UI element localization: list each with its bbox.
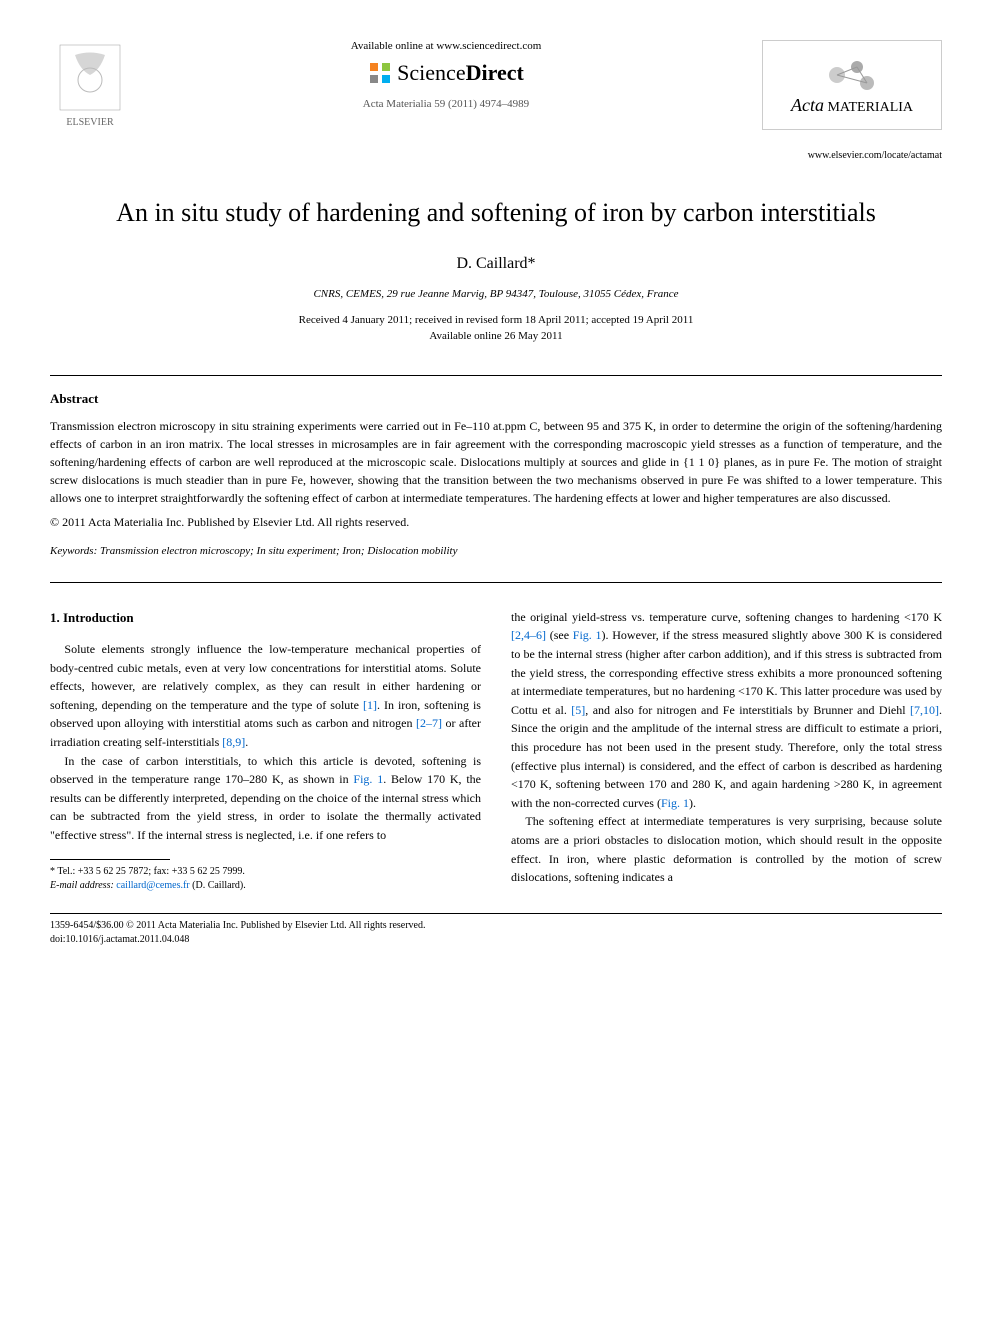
footnote-email-line: E-mail address: caillard@cemes.fr (D. Ca… bbox=[50, 879, 481, 893]
ref-link[interactable]: [1] bbox=[363, 698, 377, 712]
journal-logo-box: Acta MATERIALIA bbox=[762, 40, 942, 130]
abstract-text: Transmission electron microscopy in situ… bbox=[50, 417, 942, 507]
body-columns: 1. Introduction Solute elements strongly… bbox=[50, 608, 942, 894]
author-name: D. Caillard bbox=[456, 255, 527, 272]
footnote-email-suffix: (D. Caillard). bbox=[190, 880, 246, 891]
journal-name-italic: Acta bbox=[791, 95, 824, 115]
intro-p2: In the case of carbon interstitials, to … bbox=[50, 752, 481, 845]
sciencedirect-text: ScienceDirect bbox=[397, 60, 524, 86]
right-column: the original yield-stress vs. temperatur… bbox=[511, 608, 942, 894]
header-row: ELSEVIER Available online at www.science… bbox=[50, 40, 942, 130]
sciencedirect-logo: ScienceDirect bbox=[150, 60, 742, 86]
ref-link[interactable]: [2,4–6] bbox=[511, 628, 546, 642]
journal-url: www.elsevier.com/locate/actamat bbox=[50, 150, 942, 161]
ref-link[interactable]: Fig. 1 bbox=[661, 796, 689, 810]
keywords-label: Keywords: bbox=[50, 545, 97, 557]
abstract-copyright: © 2011 Acta Materialia Inc. Published by… bbox=[50, 515, 942, 530]
abstract-heading: Abstract bbox=[50, 391, 942, 407]
available-online-text: Available online at www.sciencedirect.co… bbox=[150, 40, 742, 52]
footer-block: 1359-6454/$36.00 © 2011 Acta Materialia … bbox=[50, 919, 942, 947]
ref-link[interactable]: [5] bbox=[571, 703, 585, 717]
footnote-block: * Tel.: +33 5 62 25 7872; fax: +33 5 62 … bbox=[50, 865, 481, 893]
article-title: An in situ study of hardening and soften… bbox=[50, 196, 942, 230]
ref-link[interactable]: [7,10] bbox=[910, 703, 939, 717]
ref-link[interactable]: Fig. 1 bbox=[573, 628, 602, 642]
left-column: 1. Introduction Solute elements strongly… bbox=[50, 608, 481, 894]
ref-link[interactable]: Fig. 1 bbox=[353, 772, 383, 786]
journal-icon bbox=[822, 55, 882, 95]
footer-copyright: 1359-6454/$36.00 © 2011 Acta Materialia … bbox=[50, 919, 942, 933]
intro-p4: The softening effect at intermediate tem… bbox=[511, 812, 942, 886]
p3-d: , and also for nitrogen and Fe interstit… bbox=[585, 703, 910, 717]
footer-divider bbox=[50, 913, 942, 914]
center-header: Available online at www.sciencedirect.co… bbox=[130, 40, 762, 110]
keywords-line: Keywords: Transmission electron microsco… bbox=[50, 545, 942, 557]
intro-p3: the original yield-stress vs. temperatur… bbox=[511, 608, 942, 813]
footnote-tel: * Tel.: +33 5 62 25 7872; fax: +33 5 62 … bbox=[50, 865, 481, 879]
dates-online: Available online 26 May 2011 bbox=[50, 328, 942, 345]
p3-b: (see bbox=[546, 628, 573, 642]
divider-top bbox=[50, 375, 942, 376]
elsevier-logo: ELSEVIER bbox=[50, 40, 130, 130]
divider-bottom bbox=[50, 582, 942, 583]
footnote-divider bbox=[50, 859, 170, 860]
author-line: D. Caillard* bbox=[50, 255, 942, 273]
affiliation: CNRS, CEMES, 29 rue Jeanne Marvig, BP 94… bbox=[50, 288, 942, 300]
elsevier-label: ELSEVIER bbox=[66, 117, 114, 128]
footnote-email-label: E-mail address: bbox=[50, 880, 114, 891]
dates-block: Received 4 January 2011; received in rev… bbox=[50, 312, 942, 345]
sd-suffix: Direct bbox=[466, 60, 524, 85]
p3-f: ). bbox=[689, 796, 696, 810]
intro-heading: 1. Introduction bbox=[50, 608, 481, 628]
sciencedirect-icon bbox=[368, 61, 392, 85]
footnote-email[interactable]: caillard@cemes.fr bbox=[114, 880, 190, 891]
author-marker: * bbox=[528, 255, 536, 272]
ref-link[interactable]: [2–7] bbox=[416, 716, 442, 730]
citation-text: Acta Materialia 59 (2011) 4974–4989 bbox=[150, 98, 742, 110]
p1-d: . bbox=[245, 735, 248, 749]
keywords-text: Transmission electron microscopy; In sit… bbox=[97, 545, 457, 557]
journal-name-caps: MATERIALIA bbox=[824, 100, 913, 115]
dates-received: Received 4 January 2011; received in rev… bbox=[50, 312, 942, 329]
sd-prefix: Science bbox=[397, 60, 465, 85]
p3-a: the original yield-stress vs. temperatur… bbox=[511, 610, 942, 624]
ref-link[interactable]: [8,9] bbox=[222, 735, 245, 749]
p3-e: . Since the origin and the amplitude of … bbox=[511, 703, 942, 810]
journal-name: Acta MATERIALIA bbox=[791, 95, 913, 116]
intro-p1: Solute elements strongly influence the l… bbox=[50, 640, 481, 752]
footer-doi: doi:10.1016/j.actamat.2011.04.048 bbox=[50, 933, 942, 947]
